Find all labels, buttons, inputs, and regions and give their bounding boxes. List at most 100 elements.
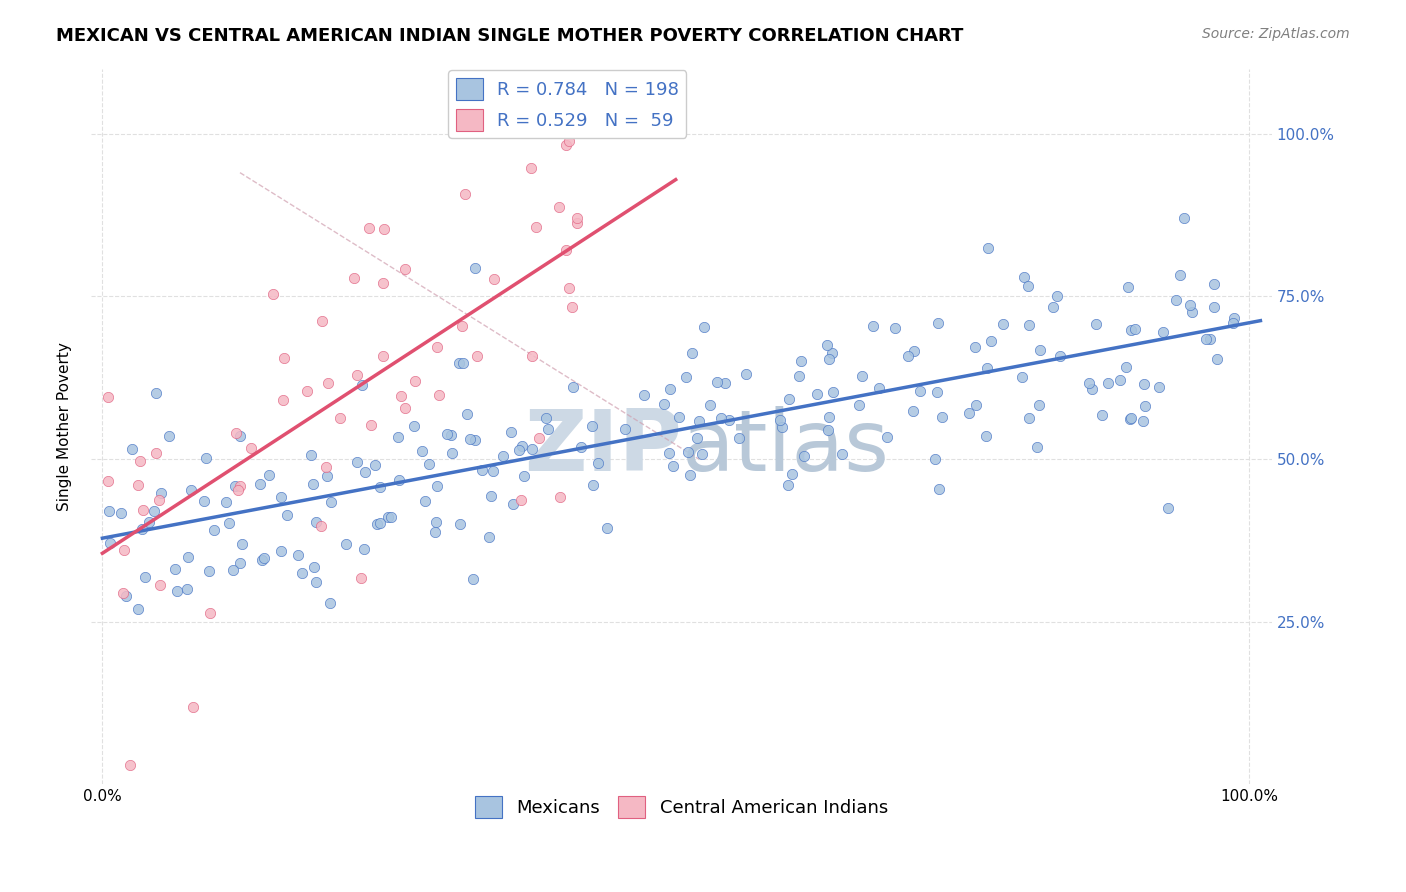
Point bbox=[1118, 280, 1140, 294]
Point bbox=[555, 244, 578, 258]
Point bbox=[394, 261, 416, 276]
Point bbox=[482, 464, 505, 478]
Point bbox=[389, 389, 412, 403]
Point bbox=[927, 316, 949, 330]
Point bbox=[778, 392, 800, 406]
Point bbox=[520, 349, 543, 363]
Point bbox=[1166, 293, 1188, 308]
Y-axis label: Single Mother Poverty: Single Mother Poverty bbox=[58, 342, 72, 511]
Point bbox=[524, 219, 547, 234]
Point bbox=[554, 138, 576, 153]
Point bbox=[633, 387, 655, 401]
Point bbox=[676, 445, 699, 459]
Point bbox=[215, 495, 238, 509]
Point bbox=[508, 443, 530, 458]
Point bbox=[364, 458, 387, 472]
Point bbox=[501, 425, 523, 439]
Point bbox=[614, 422, 637, 436]
Point bbox=[1152, 325, 1174, 339]
Point bbox=[1181, 305, 1204, 319]
Point bbox=[848, 398, 870, 412]
Point bbox=[440, 428, 463, 442]
Point bbox=[1108, 373, 1130, 387]
Point bbox=[659, 382, 682, 396]
Point bbox=[903, 343, 925, 358]
Point bbox=[661, 458, 683, 473]
Point bbox=[1115, 360, 1137, 375]
Point bbox=[270, 490, 292, 504]
Point bbox=[461, 572, 484, 586]
Point bbox=[520, 442, 543, 457]
Point bbox=[908, 384, 931, 398]
Point bbox=[831, 447, 853, 461]
Point bbox=[1018, 410, 1040, 425]
Point bbox=[352, 378, 374, 392]
Point bbox=[115, 589, 138, 603]
Point bbox=[897, 349, 920, 363]
Point bbox=[927, 385, 949, 400]
Point bbox=[1081, 383, 1104, 397]
Point bbox=[817, 352, 839, 367]
Point bbox=[718, 413, 741, 427]
Point bbox=[304, 560, 326, 574]
Legend: Mexicans, Central American Indians: Mexicans, Central American Indians bbox=[468, 789, 896, 825]
Point bbox=[368, 516, 391, 531]
Point bbox=[402, 418, 425, 433]
Point bbox=[787, 368, 810, 383]
Point bbox=[581, 478, 603, 492]
Point bbox=[394, 401, 416, 416]
Point bbox=[98, 536, 121, 550]
Point bbox=[658, 446, 681, 460]
Point bbox=[413, 494, 436, 508]
Point bbox=[548, 490, 571, 504]
Point bbox=[1195, 332, 1218, 346]
Point bbox=[373, 350, 395, 364]
Point bbox=[145, 446, 167, 460]
Point bbox=[706, 375, 728, 389]
Point bbox=[112, 586, 135, 600]
Point bbox=[690, 447, 713, 461]
Point bbox=[509, 493, 531, 508]
Point bbox=[181, 699, 204, 714]
Point bbox=[675, 369, 697, 384]
Point bbox=[713, 376, 735, 391]
Point bbox=[1180, 298, 1202, 312]
Point bbox=[360, 417, 382, 432]
Point bbox=[425, 515, 447, 529]
Point bbox=[110, 506, 132, 520]
Point bbox=[276, 508, 298, 522]
Point bbox=[1026, 441, 1049, 455]
Point bbox=[464, 261, 486, 276]
Point bbox=[699, 398, 721, 412]
Point bbox=[868, 381, 890, 395]
Point bbox=[143, 504, 166, 518]
Point bbox=[346, 455, 368, 469]
Point bbox=[534, 410, 557, 425]
Point bbox=[387, 430, 409, 444]
Point bbox=[1173, 211, 1195, 226]
Point bbox=[596, 521, 619, 535]
Point bbox=[1149, 380, 1171, 394]
Point bbox=[436, 427, 458, 442]
Point bbox=[1042, 301, 1064, 315]
Point bbox=[769, 413, 792, 427]
Point bbox=[686, 431, 709, 445]
Point bbox=[321, 495, 343, 509]
Point bbox=[249, 476, 271, 491]
Point bbox=[965, 398, 987, 412]
Point bbox=[710, 410, 733, 425]
Point bbox=[520, 161, 543, 176]
Point bbox=[353, 541, 375, 556]
Point bbox=[547, 200, 569, 214]
Point bbox=[127, 478, 149, 492]
Point bbox=[1049, 349, 1071, 363]
Point bbox=[380, 510, 402, 524]
Point bbox=[901, 404, 924, 418]
Point bbox=[177, 550, 200, 565]
Point bbox=[426, 340, 449, 354]
Point bbox=[411, 444, 433, 458]
Point bbox=[1133, 377, 1156, 392]
Point bbox=[150, 486, 173, 500]
Point bbox=[319, 596, 342, 610]
Point bbox=[1012, 269, 1035, 284]
